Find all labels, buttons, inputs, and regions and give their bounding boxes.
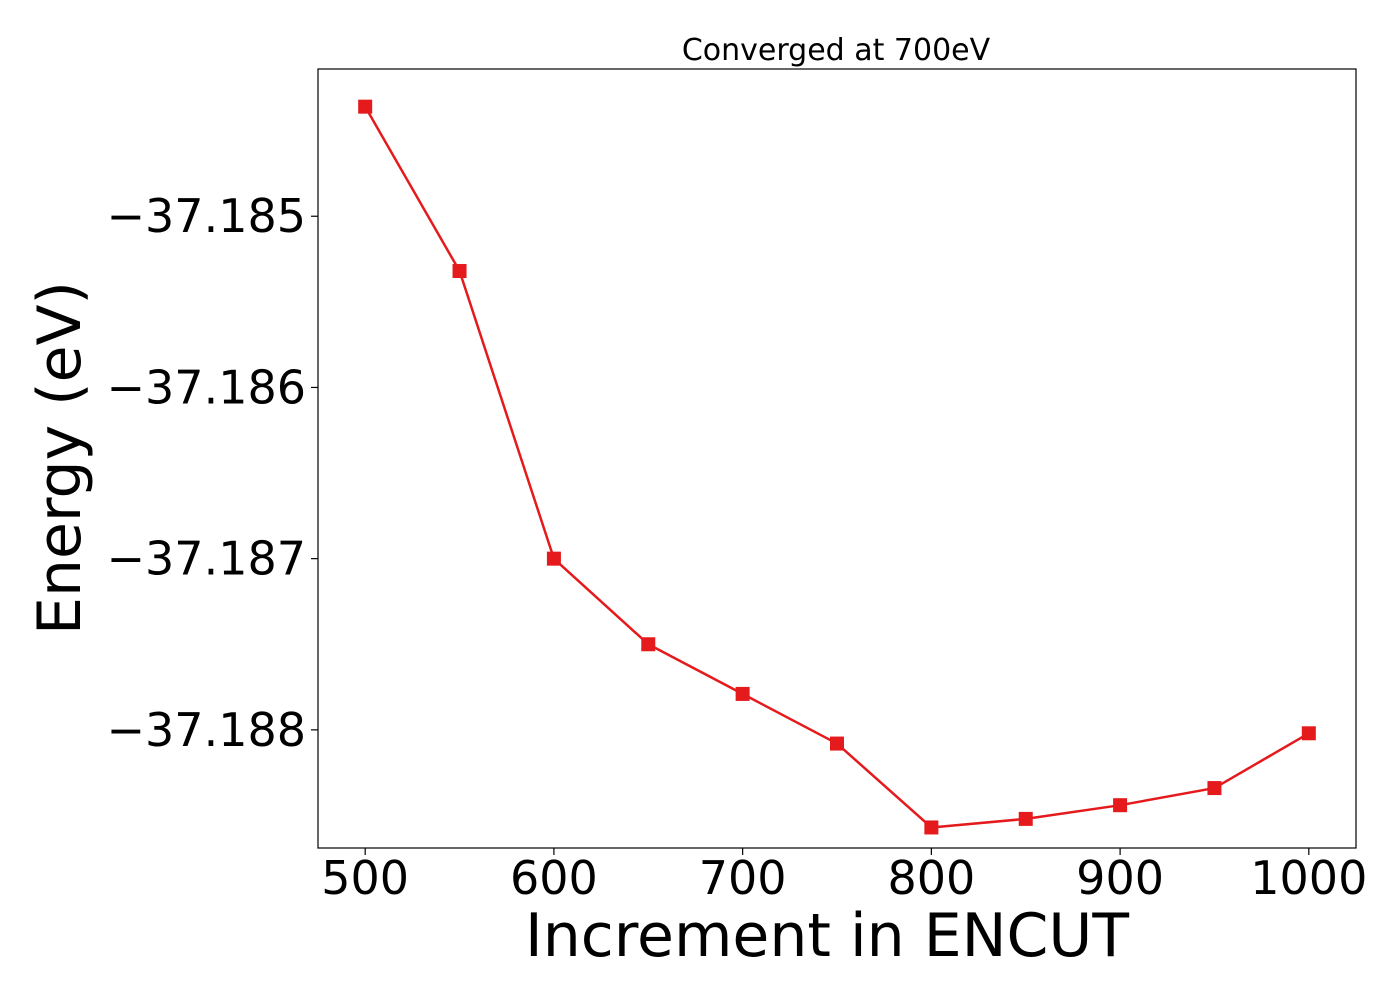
x-tick-label: 700	[699, 851, 787, 905]
x-tick-label: 600	[510, 851, 598, 905]
x-tick-label: 800	[887, 851, 975, 905]
data-point-marker	[1207, 781, 1222, 796]
y-axis-label: Energy (eV)	[25, 281, 95, 635]
data-point-marker	[1113, 798, 1128, 813]
x-tick-label: 1000	[1250, 851, 1367, 905]
y-axis: −37.185 −37.186 −37.187 −37.188	[107, 189, 318, 757]
plot-area-frame	[317, 68, 1357, 849]
data-point-marker	[924, 820, 939, 835]
data-point-marker	[358, 99, 373, 114]
x-axis-label: Increment in ENCUT	[525, 901, 1129, 971]
data-point-marker	[641, 637, 656, 652]
chart-title: Converged at 700eV	[682, 33, 991, 68]
x-tick-label: 900	[1076, 851, 1164, 905]
y-tick-label: −37.185	[107, 189, 307, 243]
series-layer	[358, 99, 1316, 835]
data-point-marker	[1301, 726, 1316, 741]
x-axis: 500 600 700 800 900 1000	[321, 848, 1367, 905]
y-tick-label: −37.187	[107, 532, 307, 586]
x-tick-label: 500	[321, 851, 409, 905]
data-point-marker	[1018, 811, 1033, 826]
data-point-marker	[546, 551, 561, 566]
y-tick-label: −37.186	[107, 360, 307, 414]
y-tick-label: −37.188	[107, 703, 307, 757]
data-point-marker	[735, 686, 750, 701]
data-point-marker	[452, 264, 467, 279]
data-point-marker	[830, 736, 844, 751]
